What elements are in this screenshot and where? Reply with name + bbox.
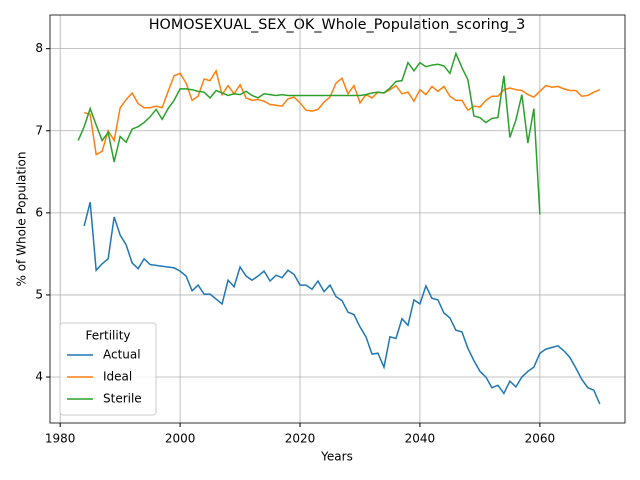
legend-box <box>59 322 157 416</box>
plot-frame <box>49 14 626 424</box>
y-axis-label: % of Whole Population <box>15 152 29 287</box>
x-tick-label: 2000 <box>165 432 196 446</box>
legend-label: Ideal <box>103 370 132 384</box>
series-line <box>83 68 601 156</box>
chart-title: HOMOSEXUAL_SEX_OK_Whole_Population_scori… <box>149 17 526 33</box>
x-tick-label: 1980 <box>45 432 76 446</box>
series-line <box>83 201 601 405</box>
y-tick-label: 7 <box>35 123 43 137</box>
y-tick-label: 8 <box>35 41 43 55</box>
legend-label: Sterile <box>103 392 142 406</box>
x-tick-label: 2040 <box>405 432 436 446</box>
y-tick-label: 6 <box>35 205 43 219</box>
x-tick-label: 2020 <box>285 432 316 446</box>
y-tick-label: 4 <box>35 370 43 384</box>
legend-label: Actual <box>103 348 141 362</box>
series-line <box>77 51 541 215</box>
y-tick-label: 5 <box>35 287 43 301</box>
x-axis-label: Years <box>320 450 353 464</box>
legend-title: Fertility <box>85 329 130 343</box>
x-tick-label: 2060 <box>525 432 556 446</box>
